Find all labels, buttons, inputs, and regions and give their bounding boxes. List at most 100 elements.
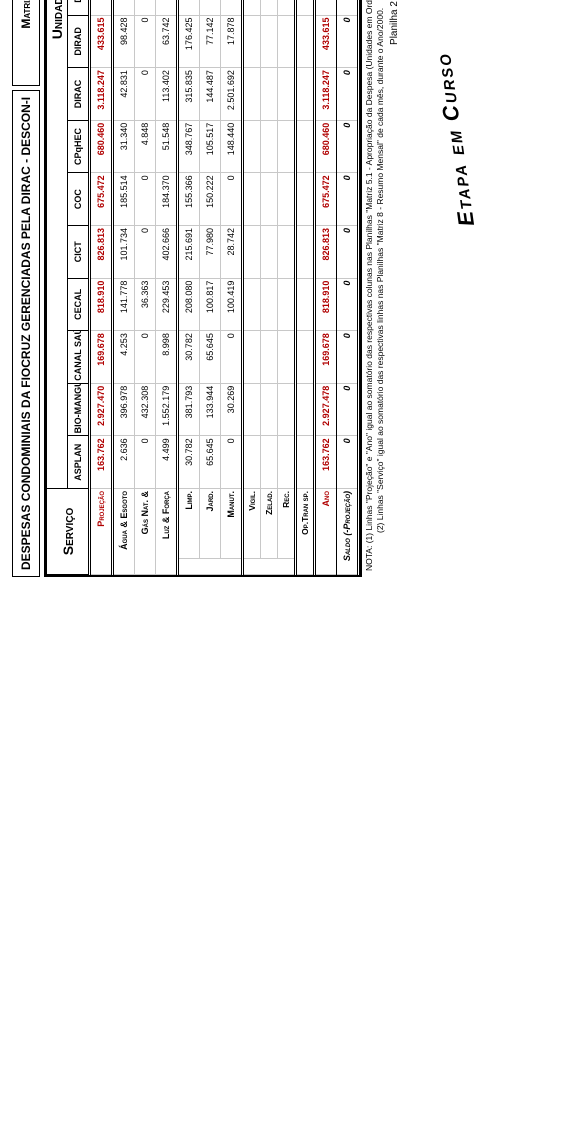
cell-limp-1: 381.793 bbox=[178, 383, 200, 436]
service-label-optran: Op.Tran sp. bbox=[296, 489, 315, 575]
cell-zelad-6 bbox=[261, 120, 278, 173]
cell-optran-2 bbox=[296, 331, 315, 384]
footnotes: NOTA: (1) Linhas "Projeção" e "Ano" igua… bbox=[362, 0, 387, 577]
col-header-9: DIREH bbox=[68, 0, 90, 15]
cell-vigil-0 bbox=[243, 436, 261, 489]
col-header-3: CECAL bbox=[68, 278, 90, 331]
cell-jard-4: 77.980 bbox=[200, 225, 221, 278]
col-header-8: DIRAD bbox=[68, 15, 90, 68]
cell-limp-2: 30.782 bbox=[178, 331, 200, 384]
cell-gas-3: 36.363 bbox=[135, 278, 156, 331]
cell-agua-8: 98.428 bbox=[113, 15, 135, 68]
cell-agua-6: 31.340 bbox=[113, 120, 135, 173]
cell-vigil-5 bbox=[243, 173, 261, 226]
cell-limp-8: 176.425 bbox=[178, 15, 200, 68]
cell-ano-4: 826.813 bbox=[315, 225, 337, 278]
cell-zelad-8 bbox=[261, 15, 278, 68]
cell-projecao-2: 169.678 bbox=[90, 331, 113, 384]
main-table: Serviço Unidade Fiocruz ASPLANBIO-MANGUI… bbox=[46, 0, 360, 575]
cell-optran-5 bbox=[296, 173, 315, 226]
cell-projecao-0: 163.762 bbox=[90, 436, 113, 489]
sheet-footer: Planilha 2 bbox=[387, 0, 400, 577]
cell-jard-8: 77.142 bbox=[200, 15, 221, 68]
cell-manut-0: 0 bbox=[221, 436, 243, 489]
cell-limp-0: 30.782 bbox=[178, 436, 200, 489]
row-ano: Ano163.7622.927.478169.678818.910826.813… bbox=[315, 0, 337, 575]
cell-luz-3: 229.453 bbox=[156, 278, 178, 331]
row-manut: Manut.030.2690100.41928.7420148.4402.501… bbox=[221, 0, 243, 575]
cell-gas-6: 4.848 bbox=[135, 120, 156, 173]
cell-saldo-3: 0 bbox=[337, 278, 359, 331]
cell-manut-8: 17.878 bbox=[221, 15, 243, 68]
cell-saldo-9: 0 bbox=[337, 0, 359, 15]
cell-jard-0: 65.645 bbox=[200, 436, 221, 489]
cell-manut-4: 28.742 bbox=[221, 225, 243, 278]
cell-agua-0: 2.636 bbox=[113, 436, 135, 489]
unit-header-row: Serviço Unidade Fiocruz bbox=[47, 0, 68, 575]
cell-rec-3 bbox=[278, 278, 296, 331]
cell-rec-6 bbox=[278, 120, 296, 173]
cell-agua-9: 286.184 bbox=[113, 0, 135, 15]
footnote-1: NOTA: (1) Linhas "Projeção" e "Ano" igua… bbox=[364, 0, 375, 571]
cell-gas-4: 0 bbox=[135, 225, 156, 278]
table-outer: Serviço Unidade Fiocruz ASPLANBIO-MANGUI… bbox=[44, 0, 362, 577]
service-header: Serviço bbox=[47, 489, 90, 575]
row-optran: Op.Tran sp. bbox=[296, 0, 315, 575]
row-luz: Luz & Força4.4991.552.1798.998229.453402… bbox=[156, 0, 178, 575]
cell-zelad-9 bbox=[261, 0, 278, 15]
service-label-luz: Luz & Força bbox=[156, 489, 178, 575]
cell-vigil-2 bbox=[243, 331, 261, 384]
cell-projecao-9: 788.983 bbox=[90, 0, 113, 15]
cell-jard-9: 98.335 bbox=[200, 0, 221, 15]
cell-vigil-3 bbox=[243, 278, 261, 331]
cell-ano-3: 818.910 bbox=[315, 278, 337, 331]
cell-rec-1 bbox=[278, 383, 296, 436]
cell-manut-9: 110.152 bbox=[221, 0, 243, 15]
cell-agua-1: 396.978 bbox=[113, 383, 135, 436]
service-label-gas: Gás Nat. & bbox=[135, 489, 156, 575]
cell-manut-6: 148.440 bbox=[221, 120, 243, 173]
cell-projecao-3: 818.910 bbox=[90, 278, 113, 331]
cell-jard-2: 65.645 bbox=[200, 331, 221, 384]
cell-zelad-5 bbox=[261, 173, 278, 226]
cell-limp-3: 208.080 bbox=[178, 278, 200, 331]
cell-optran-9 bbox=[296, 0, 315, 15]
cell-gas-7: 0 bbox=[135, 68, 156, 121]
cell-jard-5: 150.222 bbox=[200, 173, 221, 226]
cell-projecao-8: 433.615 bbox=[90, 15, 113, 68]
cell-optran-0 bbox=[296, 436, 315, 489]
cell-gas-8: 0 bbox=[135, 15, 156, 68]
cell-limp-9: 147.996 bbox=[178, 0, 200, 15]
cell-ano-8: 433.615 bbox=[315, 15, 337, 68]
cell-gas-1: 432.308 bbox=[135, 383, 156, 436]
cell-saldo-6: 0 bbox=[337, 120, 359, 173]
col-header-6: CPqHEC bbox=[68, 120, 90, 173]
col-header-1: BIO-MANGUINHOS bbox=[68, 383, 90, 436]
cell-limp-7: 315.835 bbox=[178, 68, 200, 121]
cell-optran-3 bbox=[296, 278, 315, 331]
col-header-7: DIRAC bbox=[68, 68, 90, 121]
row-limp: COOTRAMLimp.30.782381.79330.782208.08021… bbox=[178, 0, 200, 575]
header-title-left: DESPESAS CONDOMINIAIS DA FIOCRUZ GERENCI… bbox=[12, 90, 40, 577]
cell-ano-9: 788.983 bbox=[315, 0, 337, 15]
cell-rec-7 bbox=[278, 68, 296, 121]
row-saldo: Saldo (-Projeção)000000000000000000R$ 0 bbox=[337, 0, 359, 575]
service-label-projecao: Projeção bbox=[90, 489, 113, 575]
col-header-5: COC bbox=[68, 173, 90, 226]
service-label-vigil: Vigil. bbox=[243, 489, 261, 559]
cell-jard-1: 133.944 bbox=[200, 383, 221, 436]
cell-vigil-1 bbox=[243, 383, 261, 436]
cell-zelad-4 bbox=[261, 225, 278, 278]
cell-agua-4: 101.734 bbox=[113, 225, 135, 278]
cell-vigil-7 bbox=[243, 68, 261, 121]
cell-luz-8: 63.742 bbox=[156, 15, 178, 68]
service-label-ano: Ano bbox=[315, 489, 337, 575]
cell-manut-5: 0 bbox=[221, 173, 243, 226]
cell-jard-7: 144.487 bbox=[200, 68, 221, 121]
cell-luz-1: 1.552.179 bbox=[156, 383, 178, 436]
cell-saldo-4: 0 bbox=[337, 225, 359, 278]
cell-luz-5: 184.370 bbox=[156, 173, 178, 226]
cell-manut-2: 0 bbox=[221, 331, 243, 384]
cell-ano-6: 680.460 bbox=[315, 120, 337, 173]
cell-agua-5: 185.514 bbox=[113, 173, 135, 226]
